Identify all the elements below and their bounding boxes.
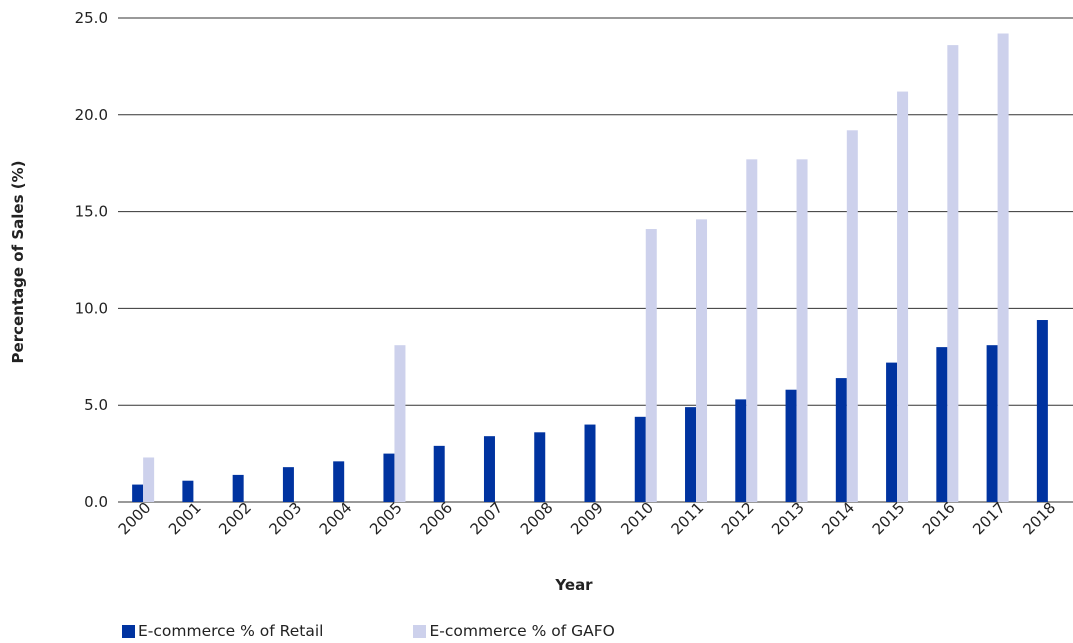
x-tick-label: 2006 xyxy=(416,499,456,539)
bar-retail-2011 xyxy=(685,407,697,502)
x-axis-title: Year xyxy=(554,576,593,594)
bar-retail-2009 xyxy=(584,424,596,502)
x-axis-ticks: 2000 2001 2002 2003 2004 2005 2006 2007 2008 2009… xyxy=(115,499,1059,539)
bar-retail-2017 xyxy=(986,345,998,502)
bar-gafo-2012 xyxy=(746,159,758,502)
bar-retail-2007 xyxy=(483,436,495,502)
x-tick-label: 2012 xyxy=(718,499,758,539)
legend: E-commerce % of Retail E-commerce % of G… xyxy=(122,622,615,640)
x-tick-label: 2008 xyxy=(517,499,557,539)
bar-retail-2018 xyxy=(1036,320,1048,502)
bar-retail-2008 xyxy=(534,432,546,502)
x-tick-label: 2009 xyxy=(567,499,607,539)
x-tick-label: 2011 xyxy=(668,499,708,539)
bar-gafo-2010 xyxy=(645,229,657,503)
y-axis-title: Percentage of Sales (%) xyxy=(9,161,27,364)
x-tick-label: 2013 xyxy=(768,499,808,539)
gridlines xyxy=(118,17,1073,503)
bar-retail-2000 xyxy=(132,484,144,502)
y-tick-label: 15.0 xyxy=(75,203,108,221)
bar-retail-2004 xyxy=(333,461,345,502)
y-tick-label: 0.0 xyxy=(84,493,108,511)
bar-retail-2010 xyxy=(634,416,646,502)
y-axis-ticks: 0.0 5.0 10.0 15.0 20.0 25.0 xyxy=(75,9,108,511)
bar-retail-2006 xyxy=(433,445,445,502)
y-tick-label: 10.0 xyxy=(75,299,108,317)
legend-swatch-retail xyxy=(122,624,135,638)
bar-gafo-2013 xyxy=(796,159,808,502)
bar-retail-2005 xyxy=(383,453,395,502)
bar-gafo-2000 xyxy=(143,457,155,502)
bars xyxy=(132,33,1048,503)
x-tick-label: 2002 xyxy=(215,499,255,539)
bar-gafo-2015 xyxy=(897,91,909,503)
x-tick-label: 2017 xyxy=(969,499,1009,539)
bar-retail-2002 xyxy=(232,474,244,502)
x-tick-label: 2014 xyxy=(818,499,858,539)
bar-retail-2014 xyxy=(835,378,847,502)
bar-gafo-2005 xyxy=(394,345,406,502)
x-tick-label: 2010 xyxy=(617,499,657,539)
x-tick-label: 2005 xyxy=(366,499,406,539)
bar-retail-2003 xyxy=(282,467,294,502)
x-tick-label: 2000 xyxy=(115,499,155,539)
x-tick-label: 2007 xyxy=(467,499,507,539)
x-tick-label: 2015 xyxy=(869,499,909,539)
y-tick-label: 5.0 xyxy=(84,396,108,414)
y-tick-label: 25.0 xyxy=(75,9,108,27)
x-tick-label: 2018 xyxy=(1019,499,1059,539)
bar-retail-2015 xyxy=(886,362,898,502)
bar-retail-2001 xyxy=(182,480,194,502)
bar-gafo-2014 xyxy=(846,130,858,502)
bar-gafo-2017 xyxy=(997,33,1009,502)
legend-label-gafo: E-commerce % of GAFO xyxy=(429,622,615,640)
x-tick-label: 2004 xyxy=(316,499,356,539)
legend-label-retail: E-commerce % of Retail xyxy=(138,622,324,640)
legend-item-gafo: E-commerce % of GAFO xyxy=(413,622,615,640)
x-tick-label: 2003 xyxy=(266,499,306,539)
bar-gafo-2016 xyxy=(947,45,959,502)
bar-retail-2012 xyxy=(735,399,747,502)
bar-gafo-2011 xyxy=(696,219,708,502)
bar-retail-2013 xyxy=(785,389,797,502)
bar-retail-2016 xyxy=(936,347,948,502)
x-tick-label: 2016 xyxy=(919,499,959,539)
y-tick-label: 20.0 xyxy=(75,106,108,124)
legend-item-retail: E-commerce % of Retail xyxy=(122,622,323,640)
x-tick-label: 2001 xyxy=(165,499,205,539)
legend-swatch-gafo xyxy=(413,624,427,638)
